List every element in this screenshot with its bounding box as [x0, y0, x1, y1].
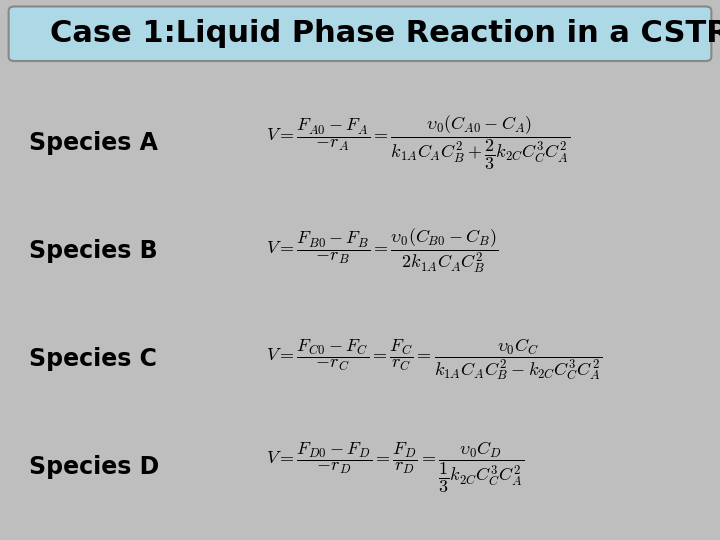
FancyBboxPatch shape	[9, 6, 711, 61]
Text: Species B: Species B	[29, 239, 158, 263]
Text: $V = \dfrac{F_{A0} - F_A}{- r_A} = \dfrac{\upsilon_0(C_{A0} - C_A)}{k_{1A}C_AC_B: $V = \dfrac{F_{A0} - F_A}{- r_A} = \dfra…	[266, 114, 571, 172]
Text: Species A: Species A	[29, 131, 158, 155]
Text: Case 1:Liquid Phase Reaction in a CSTR: Case 1:Liquid Phase Reaction in a CSTR	[50, 19, 720, 48]
Text: $V = \dfrac{F_{C0} - F_C}{- r_C} = \dfrac{F_C}{r_C} = \dfrac{\upsilon_0 C_C}{k_{: $V = \dfrac{F_{C0} - F_C}{- r_C} = \dfra…	[266, 336, 603, 382]
Text: Species C: Species C	[29, 347, 157, 371]
Text: $V = \dfrac{F_{D0} - F_D}{- r_D} = \dfrac{F_D}{r_D} = \dfrac{\upsilon_0 C_D}{\df: $V = \dfrac{F_{D0} - F_D}{- r_D} = \dfra…	[266, 440, 525, 495]
Text: $V = \dfrac{F_{B0} - F_B}{- r_B} = \dfrac{\upsilon_0(C_{B0} - C_B)}{2k_{1A}C_AC_: $V = \dfrac{F_{B0} - F_B}{- r_B} = \dfra…	[266, 227, 498, 275]
Text: Species D: Species D	[29, 455, 159, 479]
